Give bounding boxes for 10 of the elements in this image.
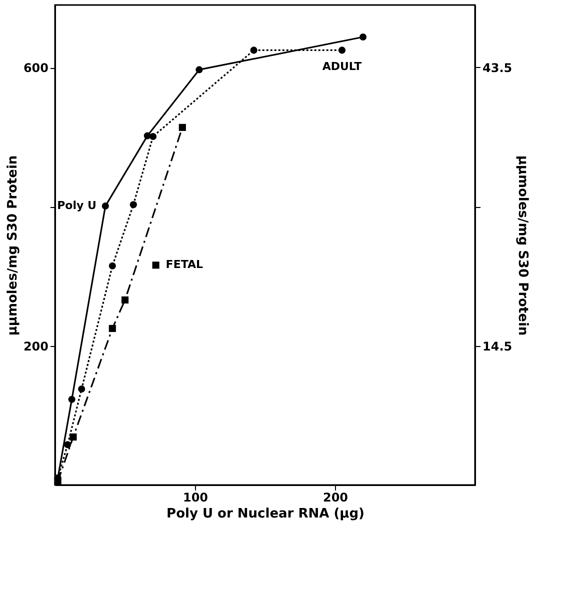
x-tick-label: 100 [182, 490, 208, 504]
y2-tick-label: 43.5 [482, 60, 512, 75]
annotation: Poly U [57, 199, 96, 212]
y2-tick-label: 14.5 [482, 339, 512, 354]
annotation: FETAL [166, 258, 204, 272]
annotation: ADULT [322, 60, 362, 74]
y2-axis-title: μμmoles/mg S30 Protein [515, 155, 530, 336]
y-tick-label: 600 [23, 61, 48, 76]
x-axis-title: Poly U or Nuclear RNA (μg) [166, 506, 364, 522]
y-axis-title: μμmoles/mg S30 Protein [5, 155, 20, 336]
